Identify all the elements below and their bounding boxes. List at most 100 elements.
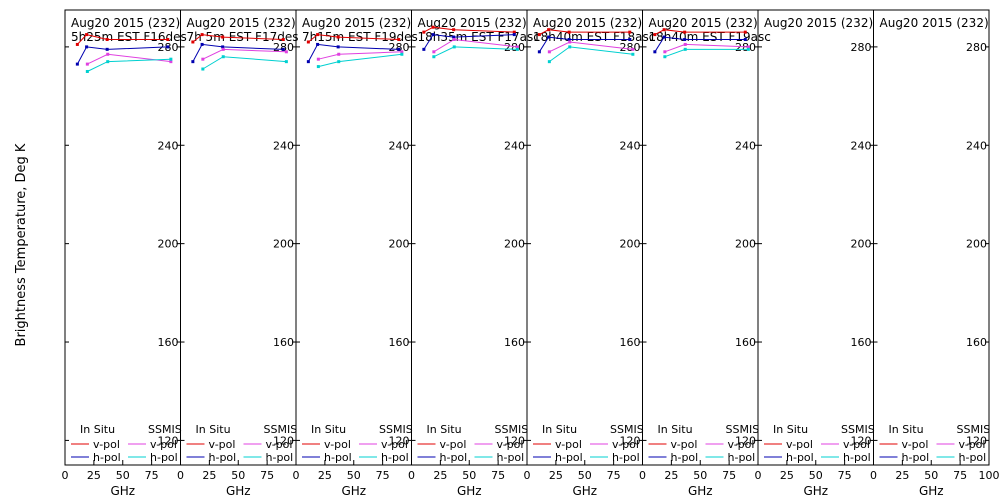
x-tick-label: 0: [639, 469, 646, 482]
legend-ssmis-title: SSMIS: [841, 423, 875, 436]
panel-4: Aug20 2015 (232)18h35m EST F17asc 120 160 2…: [408, 9, 540, 498]
series-insitu_h-line: [654, 36, 746, 53]
series-insitu_h-point: [397, 47, 401, 51]
y-tick-label: 200: [273, 238, 294, 251]
x-axis-label: GHz: [919, 484, 944, 498]
y-tick-label: 280: [273, 41, 294, 54]
series-insitu_v-point: [537, 33, 541, 37]
series-ssmis_h-point: [201, 67, 205, 71]
x-tick-label: 75: [607, 469, 621, 482]
series-insitu_h-point: [653, 50, 657, 54]
series-ssmis_h-line: [87, 58, 171, 72]
legend-insitu-h-label: h-pol: [440, 451, 468, 464]
y-tick-label: 240: [851, 139, 872, 152]
series-insitu_v-line: [77, 34, 168, 45]
y-tick-label: 240: [966, 139, 987, 152]
legend-insitu-h-label: h-pol: [93, 451, 121, 464]
panel-title: Aug20 2015 (232): [187, 16, 296, 30]
x-tick-label: 75: [491, 469, 505, 482]
y-tick-label: 120: [620, 434, 641, 447]
y-tick-label: 120: [158, 434, 179, 447]
series-insitu_v-line: [308, 34, 399, 43]
y-tick-label: 240: [504, 139, 525, 152]
legend-in-situ-title: In Situ: [542, 423, 577, 436]
series-insitu_v-point: [281, 38, 285, 42]
series-insitu_v-point: [452, 28, 456, 32]
series-insitu_v-point: [683, 30, 687, 34]
series-insitu_v-point: [397, 38, 401, 42]
x-axis-label: GHz: [572, 484, 597, 498]
legend-insitu-v-label: v-pol: [671, 438, 698, 451]
legend-ssmis-v-label: v-pol: [497, 438, 524, 451]
series-insitu_h-line: [538, 36, 630, 53]
legend-in-situ-title: In Situ: [80, 423, 115, 436]
legend-in-situ-title: In Situ: [311, 423, 346, 436]
series-ssmis_h-point: [221, 55, 225, 59]
y-tick-label: 160: [851, 336, 872, 349]
y-tick-label: 120: [966, 434, 987, 447]
series-ssmis_v-point: [515, 45, 519, 49]
series-insitu_v-point: [628, 30, 632, 34]
x-tick-label: 75: [260, 469, 274, 482]
series-insitu_h-point: [221, 45, 225, 49]
series-insitu_h-line: [423, 34, 515, 50]
x-tick-label: 50: [462, 469, 476, 482]
series-ssmis_h-point: [663, 55, 667, 59]
y-tick-label: 200: [851, 238, 872, 251]
series-insitu_v-point: [85, 33, 89, 37]
x-tick-label: 50: [578, 469, 592, 482]
panel-1: Aug20 2015 (232)5h25m EST F16des 120 160 20…: [62, 9, 187, 498]
series-ssmis_v-point: [169, 60, 173, 64]
series-ssmis_h-point: [400, 52, 404, 56]
legend-in-situ-title: In Situ: [427, 423, 462, 436]
x-tick-label: 25: [202, 469, 216, 482]
legend-ssmis-v-label: v-pol: [150, 438, 177, 451]
series-ssmis_h-point: [746, 47, 750, 51]
legend-insitu-v-label: v-pol: [440, 438, 467, 451]
y-tick-label: 280: [504, 41, 525, 54]
legend-ssmis-title: SSMIS: [495, 423, 529, 436]
series-ssmis_h-point: [106, 60, 110, 64]
series-insitu_v-point: [743, 30, 747, 34]
legend-in-situ-title: In Situ: [658, 423, 693, 436]
series-insitu_h-point: [281, 47, 285, 51]
x-tick-label: 0: [293, 469, 300, 482]
y-tick-label: 280: [735, 41, 756, 54]
series-ssmis_h-point: [85, 69, 89, 73]
x-tick-label: 0: [755, 469, 762, 482]
y-tick-label: 120: [273, 434, 294, 447]
legend-ssmis-h-label: h-pol: [266, 451, 294, 464]
series-insitu_h-line: [192, 43, 284, 62]
legend-ssmis-title: SSMIS: [379, 423, 413, 436]
x-tick-label: 75: [838, 469, 852, 482]
series-ssmis_h-point: [432, 55, 436, 59]
x-tick-label: 50: [116, 469, 130, 482]
x-tick-label: 100: [979, 469, 1000, 482]
panel-5: Aug20 2015 (232)18h40m EST F18asc 120 160 2…: [524, 9, 655, 498]
y-tick-label: 240: [273, 139, 294, 152]
series-insitu_v-point: [200, 33, 204, 37]
y-tick-label: 240: [158, 139, 179, 152]
panel-title: Aug20 2015 (232): [71, 16, 180, 30]
series-insitu_h-point: [567, 38, 571, 42]
x-tick-label: 50: [231, 469, 245, 482]
x-tick-label: 50: [809, 469, 823, 482]
y-tick-label: 160: [273, 336, 294, 349]
series-insitu_v-line: [423, 26, 515, 33]
panel-subtitle: 7h 5m EST F17des: [187, 30, 299, 44]
legend-ssmis-title: SSMIS: [264, 423, 298, 436]
x-tick-label: 0: [177, 469, 184, 482]
series-insitu_h-point: [306, 60, 310, 64]
x-tick-label: 25: [664, 469, 678, 482]
y-tick-label: 200: [389, 238, 410, 251]
series-ssmis_h-point: [169, 57, 173, 61]
series-insitu_h-point: [512, 33, 516, 37]
series-insitu_h-point: [105, 47, 109, 51]
series-insitu_v-point: [431, 25, 435, 29]
series-ssmis_v-point: [316, 57, 320, 61]
legend-insitu-h-label: h-pol: [902, 451, 930, 464]
series-insitu_v-point: [512, 30, 516, 34]
x-tick-label: 75: [722, 469, 736, 482]
series-insitu_v-point: [75, 42, 79, 46]
panel-6: Aug20 2015 (232)18h40m EST F19asc 120 160 2…: [639, 9, 771, 498]
